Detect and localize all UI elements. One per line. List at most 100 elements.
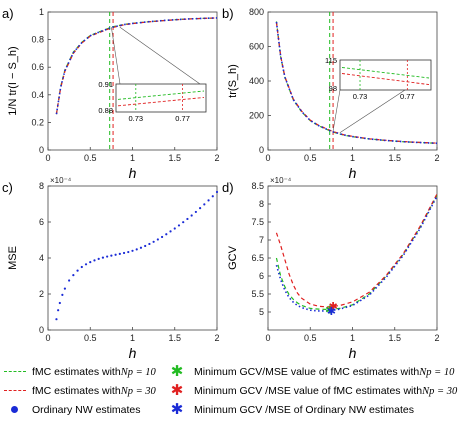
x-tick-label: 1 bbox=[350, 333, 355, 343]
data-point bbox=[97, 257, 100, 260]
x-axis-label: h bbox=[349, 345, 357, 361]
x-tick-label: 0.5 bbox=[304, 333, 317, 343]
legend-item-min-ordinary: ✱ Minimum GCV /MSE of Ordinary NW estima… bbox=[164, 401, 414, 418]
inset-box bbox=[115, 83, 207, 113]
data-point bbox=[110, 254, 113, 257]
data-point bbox=[101, 256, 105, 259]
inset-x2-label: 0.77 bbox=[400, 92, 415, 101]
x-tick-label: 2 bbox=[214, 333, 219, 343]
y-tick-label: 0.6 bbox=[31, 62, 44, 72]
data-point bbox=[186, 217, 189, 221]
data-point bbox=[127, 250, 130, 254]
star-icon: ✱ bbox=[170, 382, 184, 399]
x-tick-label: 0.5 bbox=[304, 153, 317, 163]
panel-letter: d) bbox=[222, 180, 234, 195]
data-point bbox=[152, 240, 155, 243]
star-icon: ✱ bbox=[170, 401, 184, 418]
inset-y-top-label: 115 bbox=[325, 56, 337, 65]
x-tick-label: 1 bbox=[130, 153, 135, 163]
data-point bbox=[169, 230, 172, 233]
inset-connector bbox=[119, 26, 201, 85]
legend-np: Np = 10 bbox=[120, 366, 156, 378]
inset-series bbox=[117, 96, 205, 107]
data-point bbox=[194, 210, 197, 214]
data-point bbox=[76, 269, 79, 272]
legend: fMC estimates with Np = 10 fMC estimates… bbox=[0, 364, 474, 421]
panel-letter: a) bbox=[2, 6, 14, 21]
data-point bbox=[131, 249, 134, 252]
y-tick-label: 6.5 bbox=[251, 253, 264, 263]
legend-label: Ordinary NW estimates bbox=[32, 404, 141, 416]
y-tick-label: 0.2 bbox=[31, 117, 44, 127]
series-line-1 bbox=[275, 194, 438, 311]
y-tick-label: 8.5 bbox=[251, 181, 264, 191]
x-tick-label: 1.5 bbox=[388, 333, 401, 343]
legend-item-min-np10: ✱ Minimum GCV/MSE value of fMC estimates… bbox=[164, 363, 455, 380]
x-axis-label: h bbox=[129, 345, 137, 361]
data-point bbox=[63, 287, 66, 290]
minimum-marker: ✱ bbox=[325, 304, 334, 316]
x-axis-label: h bbox=[129, 165, 137, 181]
y-tick-label: 600 bbox=[249, 42, 264, 52]
y-tick-label: 1 bbox=[39, 7, 44, 17]
star-icon: ✱ bbox=[170, 363, 184, 380]
data-point bbox=[122, 251, 126, 255]
legend-label: Minimum GCV /MSE value of fMC estimates … bbox=[194, 385, 423, 397]
data-point bbox=[114, 253, 117, 256]
y-axis-label: MSE bbox=[7, 246, 19, 270]
inset-x1-label: 0.73 bbox=[128, 114, 143, 123]
data-point bbox=[58, 301, 61, 305]
inset-x2-label: 0.77 bbox=[175, 114, 190, 123]
legend-label: fMC estimates with bbox=[32, 366, 121, 378]
data-point bbox=[93, 259, 96, 262]
y-tick-label: 0 bbox=[39, 325, 44, 335]
y-tick-label: 0.4 bbox=[31, 90, 44, 100]
x-tick-label: 2 bbox=[214, 153, 219, 163]
data-point bbox=[203, 203, 206, 206]
data-point bbox=[207, 199, 210, 202]
data-point bbox=[173, 227, 176, 230]
y-tick-label: 400 bbox=[249, 76, 264, 86]
data-point bbox=[190, 214, 193, 217]
panel-letter: c) bbox=[2, 180, 13, 195]
data-point bbox=[61, 293, 64, 296]
y-tick-label: 4 bbox=[39, 253, 44, 263]
legend-line-swatch bbox=[2, 366, 28, 378]
y-axis-label: GCV bbox=[227, 245, 239, 270]
data-point bbox=[182, 221, 185, 224]
legend-np: Np = 30 bbox=[422, 385, 458, 397]
y-tick-label: 200 bbox=[249, 111, 264, 121]
axis-exponent: ×10⁻⁴ bbox=[50, 176, 72, 185]
data-point bbox=[118, 252, 121, 255]
inset-series bbox=[117, 90, 205, 100]
y-tick-label: 0.8 bbox=[31, 35, 44, 45]
x-axis-label: h bbox=[349, 165, 357, 181]
y-tick-label: 7.5 bbox=[251, 217, 264, 227]
y-tick-label: 7 bbox=[259, 235, 264, 245]
panel-c: 0 0.5 1 1.5 2 0 2 4 6 8 c) h MSE ×10⁻⁴ bbox=[2, 176, 220, 361]
x-tick-label: 1 bbox=[350, 153, 355, 163]
legend-dot-swatch bbox=[2, 404, 28, 416]
data-point bbox=[139, 246, 143, 249]
data-point bbox=[84, 263, 88, 266]
x-tick-label: 0 bbox=[45, 153, 50, 163]
data-point bbox=[89, 261, 92, 264]
y-tick-label: 8 bbox=[259, 199, 264, 209]
data-point bbox=[211, 195, 214, 198]
x-tick-label: 0 bbox=[265, 333, 270, 343]
x-tick-label: 2 bbox=[434, 333, 439, 343]
data-point bbox=[177, 224, 181, 227]
data-point bbox=[55, 318, 58, 321]
data-point bbox=[160, 235, 164, 239]
data-point bbox=[135, 248, 138, 251]
data-point bbox=[106, 255, 109, 258]
x-tick-label: 1.5 bbox=[388, 153, 401, 163]
inset-y-bottom-label: 0.88 bbox=[98, 106, 113, 115]
panel-b: 0 0.5 1 1.5 2 0 200 400 600 800 b) h tr(S_h) 115 98 0.7… bbox=[222, 6, 440, 181]
data-point bbox=[57, 309, 60, 312]
x-tick-label: 0 bbox=[45, 333, 50, 343]
legend-item-fmc-np30: fMC estimates with Np = 30 bbox=[2, 385, 156, 397]
legend-label: fMC estimates with bbox=[32, 385, 121, 397]
inset-y-top-label: 0.91 bbox=[98, 80, 113, 89]
